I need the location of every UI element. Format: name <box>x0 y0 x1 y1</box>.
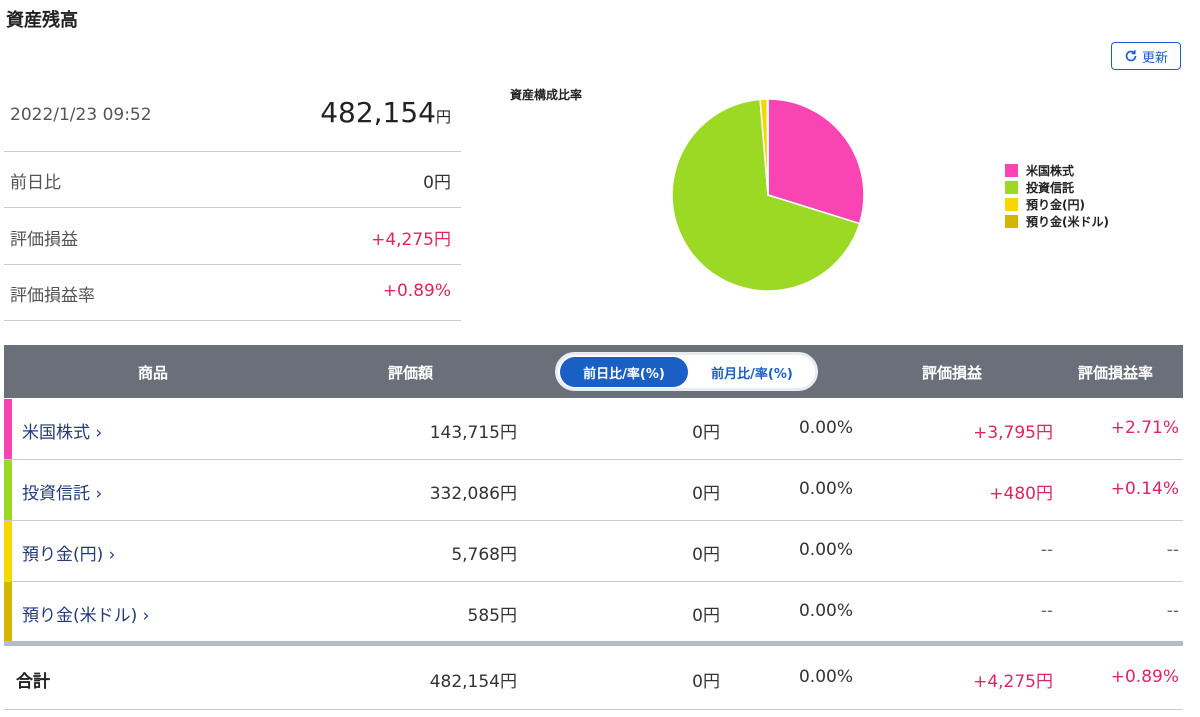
cell-value: 0円 <box>692 672 720 692</box>
total-balance: 482,154円 <box>320 96 451 129</box>
cell-value: 332,086円 <box>429 484 517 504</box>
cell-value: +3,795円 <box>973 423 1053 443</box>
category-color-bar <box>4 460 12 520</box>
separator <box>4 151 461 152</box>
cell-value: 5,768円 <box>451 545 517 565</box>
cell-value: 0.00% <box>798 540 853 560</box>
summary-label: 評価損益率 <box>10 286 95 306</box>
legend-label: 預り金(米ドル) <box>1026 214 1109 229</box>
legend-swatch <box>1005 198 1018 211</box>
category-color-bar <box>4 521 12 581</box>
pie-slice <box>767 98 865 225</box>
cell-value: -- <box>1166 540 1179 560</box>
total-label: 合計 <box>16 672 50 692</box>
separator <box>4 263 461 265</box>
product-name[interactable]: 預り金(円) › <box>22 545 116 565</box>
toggle-day[interactable]: 前日比/率(%) <box>560 357 688 387</box>
summary-value: +4,275円 <box>371 229 451 250</box>
summary-label: 前日比 <box>10 173 61 193</box>
legend-swatch <box>1005 181 1018 194</box>
refresh-label: 更新 <box>1141 50 1168 66</box>
cell-value: -- <box>1040 601 1053 621</box>
pie-slice <box>766 98 769 196</box>
cell-value: +0.14% <box>1110 479 1179 499</box>
chart-title: 資産構成比率 <box>510 87 582 102</box>
cell-value: +2.71% <box>1110 418 1179 438</box>
legend-swatch <box>1005 164 1018 177</box>
cell-value: +480円 <box>989 484 1053 504</box>
cell-value: 0円 <box>692 484 720 504</box>
cell-value: 0.00% <box>798 479 853 499</box>
column-header: 評価額 <box>388 364 434 382</box>
separator <box>4 520 1183 521</box>
cell-value: 585円 <box>467 606 517 626</box>
column-header: 商品 <box>138 364 169 382</box>
cell-value: 482,154円 <box>429 672 517 692</box>
period-toggle: 前日比/率(%) 前月比/率(%) <box>555 352 818 391</box>
total-unit: 円 <box>435 108 451 126</box>
cell-value: 0.00% <box>798 667 853 687</box>
legend-label: 投資信託 <box>1026 180 1074 195</box>
toggle-month[interactable]: 前月比/率(%) <box>711 366 793 382</box>
legend-label: 米国株式 <box>1026 163 1074 178</box>
total-separator <box>4 641 1183 646</box>
summary-value: 0円 <box>423 173 451 193</box>
cell-value: -- <box>1166 601 1179 621</box>
product-name[interactable]: 預り金(米ドル) › <box>22 606 150 626</box>
summary-label: 評価損益 <box>10 229 78 250</box>
legend-swatch <box>1005 215 1018 228</box>
cell-value: 0円 <box>692 545 720 565</box>
refresh-icon <box>1125 50 1137 62</box>
column-header: 評価損益 <box>922 364 983 382</box>
category-color-bar <box>4 582 12 642</box>
cell-value: 0円 <box>692 606 720 626</box>
product-name[interactable]: 米国株式 › <box>22 423 103 443</box>
separator <box>4 207 461 208</box>
separator <box>4 709 1183 710</box>
datetime: 2022/1/23 09:52 <box>10 105 152 125</box>
column-header: 評価損益率 <box>1078 364 1154 382</box>
cell-value: 0.00% <box>798 601 853 621</box>
pie-slice <box>671 98 861 292</box>
cell-value: -- <box>1040 540 1053 560</box>
cell-value: +0.89% <box>1110 667 1179 687</box>
product-name[interactable]: 投資信託 › <box>22 484 103 504</box>
cell-value: 143,715円 <box>429 423 517 443</box>
category-color-bar <box>4 399 12 459</box>
legend-label: 預り金(円) <box>1026 197 1085 212</box>
refresh-button[interactable]: 更新 <box>1111 42 1181 70</box>
separator <box>4 459 1183 460</box>
cell-value: 0.00% <box>798 418 853 438</box>
cell-value: +4,275円 <box>973 672 1053 692</box>
total-amount: 482,154 <box>320 96 436 129</box>
summary-value: +0.89% <box>382 281 451 301</box>
separator <box>4 581 1183 582</box>
separator <box>4 320 461 321</box>
page-title: 資産残高 <box>6 10 78 31</box>
cell-value: 0円 <box>692 423 720 443</box>
